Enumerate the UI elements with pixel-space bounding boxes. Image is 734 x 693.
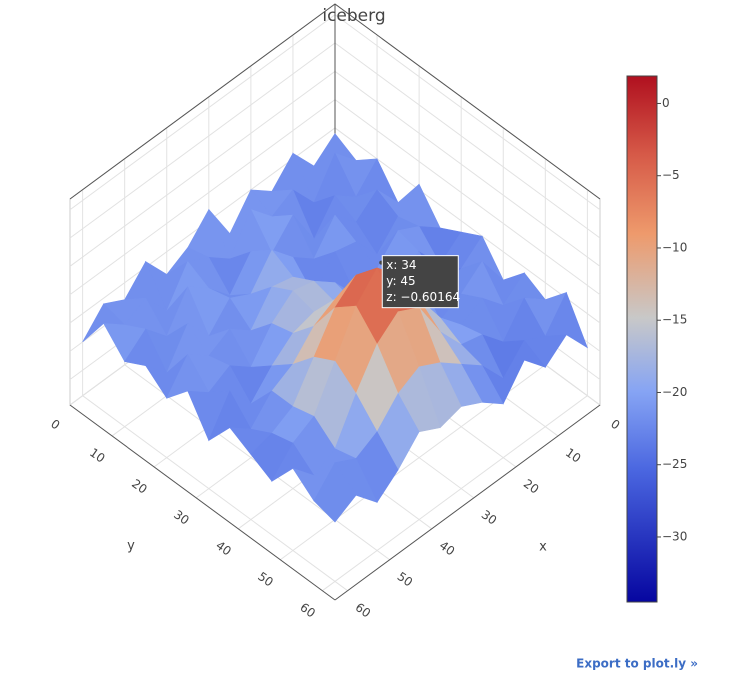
y-tick-label: 50: [255, 569, 276, 589]
box-edge: [69, 3, 336, 200]
x-tick-label: 30: [479, 507, 500, 527]
hover-text: x: 34: [386, 258, 416, 272]
colorbar: [626, 75, 658, 603]
x-tick-label: 50: [395, 569, 416, 589]
hover-text: y: 45: [386, 274, 415, 288]
x-tick-label: 0: [608, 417, 622, 433]
colorbar-ticks: 0 −5 −10 −15 −20 −25 −30: [657, 96, 687, 543]
y-tick-label: 20: [129, 476, 150, 496]
box-edge: [334, 404, 601, 601]
surface-patch: [313, 462, 357, 523]
colorbar-tick-label: −25: [662, 457, 687, 471]
colorbar-tick-label: −20: [662, 385, 687, 399]
hover-box: [381, 255, 459, 309]
y-tick-label: 60: [297, 600, 318, 620]
y-tick-label: 30: [171, 507, 192, 527]
box-edge: [334, 3, 601, 200]
hover-label: x: 34 y: 45 z: −0.60164: [379, 255, 460, 309]
y-tick-label: 40: [213, 538, 234, 558]
grid-line: [82, 395, 348, 592]
colorbar-tick-label: 0: [662, 96, 670, 110]
y-tick-label: 10: [87, 445, 108, 465]
x-tick-label: 40: [437, 538, 458, 558]
colorbar-tick-label: −10: [662, 240, 687, 254]
x-tick-label: 60: [353, 600, 374, 620]
colorbar-tick-label: −30: [662, 529, 687, 543]
box-edge: [69, 404, 336, 601]
colorbar-tick-label: −15: [662, 313, 687, 327]
y-axis-title: y: [127, 539, 135, 554]
y-tick-label: 0: [48, 417, 62, 433]
export-link[interactable]: Export to plot.ly »: [576, 657, 698, 671]
hover-text: z: −0.60164: [386, 290, 460, 304]
x-tick-label: 10: [563, 445, 584, 465]
x-tick-label: 20: [521, 476, 542, 496]
grid-line: [322, 395, 588, 592]
colorbar-tick-label: −5: [662, 168, 680, 182]
x-axis-title: x: [539, 540, 547, 555]
chart-title: iceberg: [322, 6, 385, 26]
